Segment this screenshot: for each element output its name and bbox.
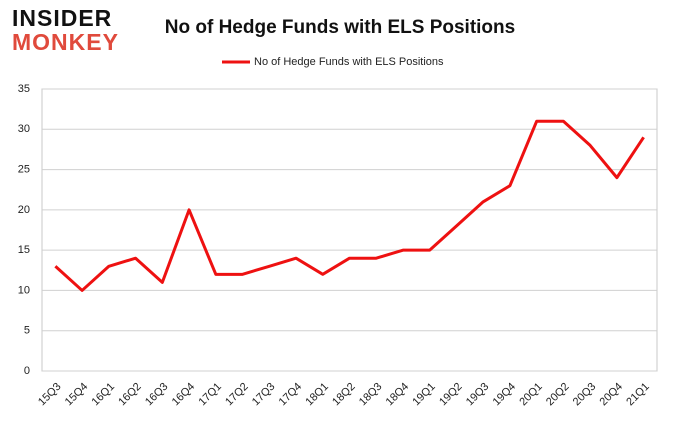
x-tick-label: 19Q1 <box>410 381 438 409</box>
x-tick-label: 17Q3 <box>250 381 278 409</box>
y-tick-label: 30 <box>18 123 30 135</box>
x-tick-label: 21Q1 <box>624 381 652 409</box>
x-tick-label: 20Q3 <box>571 381 599 409</box>
logo-line1: INSIDER <box>12 5 112 31</box>
x-tick-label: 19Q3 <box>464 381 492 409</box>
y-tick-label: 15 <box>18 244 30 256</box>
y-tick-label: 5 <box>24 325 30 337</box>
x-tick-label: 16Q1 <box>90 381 118 409</box>
y-tick-label: 35 <box>18 83 30 95</box>
legend-label: No of Hedge Funds with ELS Positions <box>254 56 444 68</box>
logo-line2: MONKEY <box>12 29 119 55</box>
x-tick-label: 20Q4 <box>598 381 626 409</box>
y-tick-label: 0 <box>24 365 30 377</box>
x-tick-label: 17Q4 <box>277 381 305 409</box>
x-tick-label: 20Q2 <box>544 381 572 409</box>
data-line <box>54 119 645 292</box>
x-tick-label: 16Q2 <box>116 381 144 409</box>
x-tick-label: 18Q1 <box>303 381 331 409</box>
plot-frame <box>41 88 658 372</box>
x-tick-label: 18Q3 <box>357 381 385 409</box>
x-tick-label: 17Q1 <box>196 381 224 409</box>
x-tick-label: 20Q1 <box>517 381 545 409</box>
y-tick-label: 25 <box>18 163 30 175</box>
x-tick-label: 18Q2 <box>330 381 358 409</box>
y-tick-label: 20 <box>18 204 30 216</box>
y-tick-label: 10 <box>18 284 30 296</box>
x-tick-label: 15Q4 <box>63 381 91 409</box>
x-tick-label: 18Q4 <box>384 381 412 409</box>
x-tick-label: 16Q4 <box>170 381 198 409</box>
chart-title: No of Hedge Funds with ELS Positions <box>165 17 515 38</box>
x-tick-label: 16Q3 <box>143 381 171 409</box>
x-tick-label: 19Q4 <box>491 381 519 409</box>
x-tick-label: 19Q2 <box>437 381 465 409</box>
x-tick-label: 15Q3 <box>36 381 64 409</box>
x-tick-label: 17Q2 <box>223 381 251 409</box>
